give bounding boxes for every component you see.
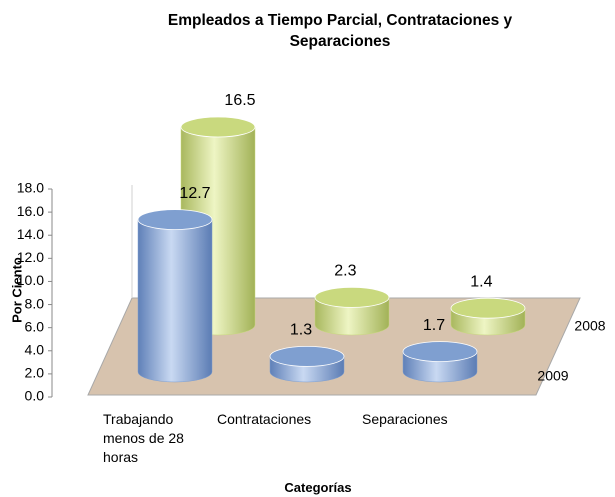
y-tick-label: 14.0 bbox=[17, 226, 44, 242]
y-tick-label: 8.0 bbox=[25, 295, 45, 311]
value-label: 2.3 bbox=[334, 263, 356, 280]
cylinder-body bbox=[314, 297, 390, 336]
y-tick-label: 16.0 bbox=[17, 203, 44, 219]
value-label: 16.5 bbox=[224, 92, 255, 109]
x-tick-label: Separaciones bbox=[362, 411, 448, 427]
y-tick-label: 10.0 bbox=[17, 272, 44, 288]
x-tick-label: Trabajando menos de 28 horas bbox=[103, 411, 184, 465]
x-axis-label: Categorías bbox=[284, 480, 352, 495]
value-label: 12.7 bbox=[179, 185, 210, 202]
cylinder-top bbox=[314, 286, 390, 308]
value-label: 1.3 bbox=[290, 322, 312, 339]
cylinder-top bbox=[402, 341, 478, 363]
cylinder-top bbox=[137, 209, 213, 231]
series-label: 2009 bbox=[537, 368, 568, 384]
y-tick-label: 12.0 bbox=[17, 249, 44, 265]
cylinder-top bbox=[269, 345, 345, 367]
x-tick-label: Contrataciones bbox=[217, 411, 312, 427]
y-tick-label: 0.0 bbox=[25, 388, 45, 404]
cylinder-body bbox=[137, 219, 213, 383]
series-label: 2008 bbox=[574, 318, 605, 334]
value-label: 1.7 bbox=[423, 317, 445, 334]
cylinder-top bbox=[180, 116, 256, 138]
value-label: 1.4 bbox=[470, 273, 492, 290]
y-axis-label: Por Ciento bbox=[9, 257, 24, 323]
y-tick-label: 2.0 bbox=[25, 365, 45, 381]
cylinder-top bbox=[450, 297, 526, 319]
y-tick-label: 4.0 bbox=[25, 341, 45, 357]
y-tick-label: 18.0 bbox=[17, 180, 44, 196]
chart-title: Empleados a Tiempo Parcial, Contratacion… bbox=[167, 12, 513, 50]
y-tick-label: 6.0 bbox=[25, 318, 45, 334]
